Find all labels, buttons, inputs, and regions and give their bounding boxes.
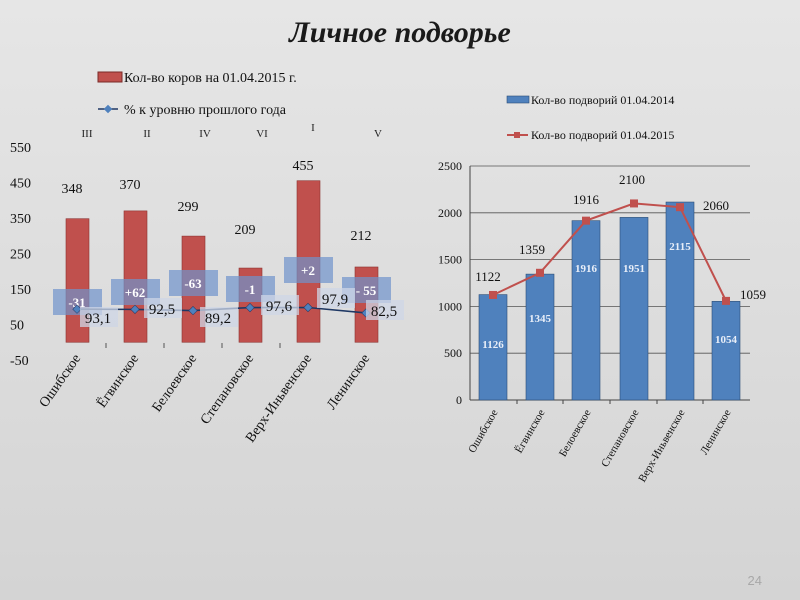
legend-label-2014: Кол-во подворий 01.04.2014 <box>531 93 674 107</box>
legend-label-percent: % к уровню прошлого года <box>124 103 287 118</box>
percent-label-box <box>366 300 404 320</box>
bar-2014 <box>525 273 555 401</box>
bar-value-label: 348 <box>62 182 83 197</box>
percent-value-label: 92,5 <box>149 302 175 318</box>
marker-2015 <box>722 296 730 305</box>
rank-label: I <box>311 122 315 134</box>
marker-2015 <box>536 268 544 277</box>
bar-value-label: 1951 <box>623 263 645 275</box>
bar-value-label: 299 <box>178 200 199 215</box>
percent-marker <box>130 304 140 315</box>
percent-value-label: 97,6 <box>266 299 293 315</box>
legend-label-2015: Кол-во подворий 01.04.2015 <box>531 128 674 142</box>
percent-value-label: 97,9 <box>322 292 348 308</box>
bar-value-label: 209 <box>235 223 256 238</box>
x-category-label: Белоевское <box>150 352 201 415</box>
bar-2014 <box>571 220 601 401</box>
marker-2015 <box>582 216 590 225</box>
y-tick-label: 250 <box>10 248 31 263</box>
bar-value-label: 1126 <box>482 339 504 351</box>
bar-value-label: 1054 <box>715 334 738 346</box>
legend-label-cows: Кол-во коров на 01.04.2015 г. <box>124 71 297 86</box>
x-category-label: Ёгвинское <box>93 351 142 411</box>
change-label: -1 <box>245 282 256 297</box>
bar-value-label: 212 <box>351 229 372 244</box>
line-value-label: 1122 <box>475 269 501 284</box>
percent-value-label: 93,1 <box>85 311 111 327</box>
y-tick-label: 150 <box>10 283 31 298</box>
bar-2014 <box>665 201 695 401</box>
x-category-label: Степановское <box>599 407 642 469</box>
y-tick-label: 0 <box>456 393 462 407</box>
change-box <box>169 270 218 296</box>
percent-label-box <box>144 298 182 318</box>
line-value-label: 2100 <box>619 172 645 187</box>
bar-value-label: 1345 <box>529 313 552 325</box>
line-2015 <box>492 202 727 302</box>
bar-2014 <box>711 301 741 401</box>
change-label: +2 <box>301 263 315 278</box>
change-label: -63 <box>184 276 202 291</box>
marker-2015 <box>489 290 497 299</box>
rank-label: V <box>374 128 382 140</box>
y-tick-label: 1500 <box>438 253 462 267</box>
bar-value-label: 455 <box>293 159 314 174</box>
y-tick-label: 450 <box>10 177 31 192</box>
x-category-label: Ошибское <box>37 352 84 411</box>
line-value-label: 1059 <box>740 287 766 302</box>
bar-value-label: 1916 <box>575 263 598 275</box>
percent-label-box <box>80 307 118 327</box>
percent-marker <box>72 304 82 314</box>
x-category-label: Белоевское <box>557 407 594 459</box>
bar-cows <box>123 210 148 343</box>
change-label: - 55 <box>356 283 377 298</box>
y-tick-label: -50 <box>10 354 29 369</box>
y-tick-label: 1000 <box>438 299 462 313</box>
line-value-label: 1359 <box>519 242 545 257</box>
legend-swatch-2014 <box>506 95 530 104</box>
percent-marker <box>303 302 313 313</box>
line-value-label: 2060 <box>703 198 729 213</box>
rank-label: III <box>82 128 93 140</box>
slide-title: Личное подворье <box>289 16 511 49</box>
line-value-label: 1916 <box>573 192 600 207</box>
bar-value-label: 2115 <box>669 241 691 253</box>
legend-marker-2015 <box>514 132 520 138</box>
percent-label-box <box>261 295 299 315</box>
percent-value-label: 82,5 <box>371 304 397 320</box>
y-tick-label: 50 <box>10 319 24 334</box>
legend-marker-percent <box>103 104 113 114</box>
y-tick-label: 2000 <box>438 206 462 220</box>
change-box <box>284 257 333 283</box>
x-category-label: Ленинское <box>698 407 734 457</box>
legend-swatch-cows <box>97 71 123 83</box>
y-tick-label: 350 <box>10 212 31 227</box>
percent-marker <box>188 305 198 316</box>
change-label: +62 <box>125 285 145 300</box>
x-category-label: Верх-Иньвенское <box>636 407 687 484</box>
percent-marker <box>245 303 255 313</box>
x-category-label: Ёгвинское <box>513 407 548 455</box>
marker-2015 <box>676 203 684 212</box>
percent-value-label: 89,2 <box>205 311 231 327</box>
rank-label: II <box>143 128 151 140</box>
page-number: 24 <box>747 573 762 588</box>
y-tick-label: 2500 <box>438 159 462 173</box>
x-category-label: Ошибское <box>466 407 500 455</box>
change-label: -31 <box>68 295 85 310</box>
bar-2014 <box>619 217 649 401</box>
x-category-label: Степановское <box>198 352 257 428</box>
percent-label-box <box>200 307 238 327</box>
bar-value-label: 370 <box>120 178 141 193</box>
y-tick-label: 500 <box>444 346 462 360</box>
x-category-label: Ленинское <box>324 352 373 413</box>
rank-label: IV <box>199 128 211 140</box>
bar-2014 <box>478 294 508 401</box>
marker-2015 <box>630 199 638 208</box>
y-tick-label: 550 <box>10 141 31 156</box>
rank-label: VI <box>256 128 268 140</box>
x-category-label: Верх-Иньвенское <box>243 352 315 446</box>
percent-label-box <box>317 288 355 308</box>
